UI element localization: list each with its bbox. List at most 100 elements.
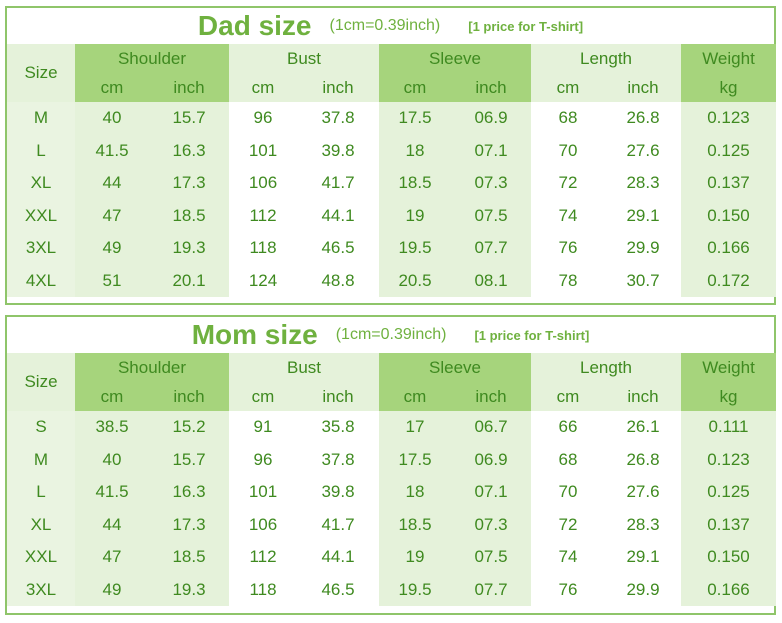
- shoulder-inch-cell: 19.3: [149, 232, 229, 265]
- weight-kg-cell: 0.111: [681, 411, 776, 444]
- sleeve-header: Sleeve: [379, 44, 531, 74]
- length-inch-cell: 29.9: [605, 232, 681, 265]
- weight-kg-cell: 0.150: [681, 541, 776, 574]
- sleeve-inch-header: inch: [451, 74, 531, 102]
- length-inch-cell: 26.8: [605, 102, 681, 135]
- sleeve-cm-cell: 18: [379, 134, 451, 167]
- sleeve-cm-cell: 17.5: [379, 443, 451, 476]
- bust-inch-header: inch: [297, 383, 379, 411]
- weight-kg-header: kg: [681, 74, 776, 102]
- sleeve-inch-cell: 07.1: [451, 134, 531, 167]
- bust-inch-cell: 46.5: [297, 573, 379, 606]
- shoulder-cm-cell: 49: [75, 573, 149, 606]
- weight-kg-cell: 0.137: [681, 508, 776, 541]
- size-cell: 4XL: [7, 264, 75, 297]
- bust-cm-cell: 101: [229, 134, 297, 167]
- dad-title-row: Dad size (1cm=0.39inch) [1 price for T-s…: [7, 8, 774, 44]
- sleeve-inch-cell: 07.7: [451, 573, 531, 606]
- weight-kg-cell: 0.172: [681, 264, 776, 297]
- length-cm-cell: 74: [531, 541, 605, 574]
- sleeve-cm-header: cm: [379, 383, 451, 411]
- bust-inch-cell: 44.1: [297, 541, 379, 574]
- weight-kg-cell: 0.123: [681, 443, 776, 476]
- shoulder-header: Shoulder: [75, 353, 229, 383]
- sleeve-cm-cell: 17: [379, 411, 451, 444]
- shoulder-cm-cell: 41.5: [75, 134, 149, 167]
- length-inch-cell: 28.3: [605, 167, 681, 200]
- sleeve-cm-cell: 20.5: [379, 264, 451, 297]
- sleeve-cm-cell: 18.5: [379, 508, 451, 541]
- sleeve-cm-cell: 19: [379, 541, 451, 574]
- shoulder-inch-cell: 16.3: [149, 476, 229, 509]
- dad-title: Dad size: [197, 10, 312, 41]
- shoulder-cm-cell: 47: [75, 199, 149, 232]
- size-cell: 3XL: [7, 232, 75, 265]
- bust-header: Bust: [229, 44, 379, 74]
- length-cm-cell: 72: [531, 167, 605, 200]
- length-inch-cell: 27.6: [605, 134, 681, 167]
- sleeve-inch-header: inch: [451, 383, 531, 411]
- sleeve-cm-cell: 19.5: [379, 573, 451, 606]
- bust-inch-cell: 41.7: [297, 167, 379, 200]
- mom-price-note: [1 price for T-shirt]: [474, 327, 590, 343]
- bust-cm-header: cm: [229, 74, 297, 102]
- weight-kg-cell: 0.137: [681, 167, 776, 200]
- sleeve-cm-cell: 19.5: [379, 232, 451, 265]
- dad-size-table: Size Shoulder Bust Sleeve Length Weight …: [7, 44, 776, 297]
- bust-inch-cell: 39.8: [297, 476, 379, 509]
- length-cm-cell: 70: [531, 134, 605, 167]
- bust-cm-cell: 118: [229, 573, 297, 606]
- shoulder-inch-cell: 15.7: [149, 443, 229, 476]
- length-cm-cell: 78: [531, 264, 605, 297]
- length-cm-cell: 68: [531, 443, 605, 476]
- shoulder-inch-cell: 16.3: [149, 134, 229, 167]
- sleeve-inch-cell: 07.3: [451, 167, 531, 200]
- length-inch-cell: 28.3: [605, 508, 681, 541]
- sleeve-inch-cell: 07.1: [451, 476, 531, 509]
- bust-cm-cell: 101: [229, 476, 297, 509]
- sleeve-inch-cell: 07.5: [451, 199, 531, 232]
- sleeve-cm-cell: 18.5: [379, 167, 451, 200]
- length-cm-cell: 68: [531, 102, 605, 135]
- shoulder-cm-cell: 44: [75, 167, 149, 200]
- shoulder-inch-header: inch: [149, 383, 229, 411]
- size-cell: L: [7, 134, 75, 167]
- bust-cm-cell: 91: [229, 411, 297, 444]
- size-cell: XXL: [7, 199, 75, 232]
- bust-inch-cell: 35.8: [297, 411, 379, 444]
- shoulder-cm-header: cm: [75, 383, 149, 411]
- bust-inch-cell: 41.7: [297, 508, 379, 541]
- shoulder-cm-cell: 47: [75, 541, 149, 574]
- shoulder-cm-cell: 40: [75, 443, 149, 476]
- shoulder-cm-cell: 51: [75, 264, 149, 297]
- size-cell: S: [7, 411, 75, 444]
- size-cell: XXL: [7, 541, 75, 574]
- shoulder-cm-cell: 49: [75, 232, 149, 265]
- dad-price-note: [1 price for T-shirt]: [468, 18, 584, 34]
- shoulder-cm-header: cm: [75, 74, 149, 102]
- size-cell: M: [7, 102, 75, 135]
- length-cm-cell: 76: [531, 232, 605, 265]
- length-header: Length: [531, 44, 681, 74]
- dad-unit-note: (1cm=0.39inch): [329, 17, 441, 34]
- length-inch-cell: 26.1: [605, 411, 681, 444]
- sleeve-cm-header: cm: [379, 74, 451, 102]
- length-cm-header: cm: [531, 383, 605, 411]
- bust-inch-cell: 39.8: [297, 134, 379, 167]
- weight-kg-cell: 0.150: [681, 199, 776, 232]
- sleeve-inch-cell: 06.7: [451, 411, 531, 444]
- sleeve-inch-cell: 07.7: [451, 232, 531, 265]
- sleeve-inch-cell: 06.9: [451, 102, 531, 135]
- bust-inch-cell: 37.8: [297, 102, 379, 135]
- size-header: Size: [7, 44, 75, 102]
- weight-header: Weight: [681, 353, 776, 383]
- bust-cm-cell: 112: [229, 541, 297, 574]
- sleeve-cm-cell: 17.5: [379, 102, 451, 135]
- sleeve-inch-cell: 06.9: [451, 443, 531, 476]
- shoulder-inch-cell: 15.2: [149, 411, 229, 444]
- sleeve-cm-cell: 19: [379, 199, 451, 232]
- bust-cm-cell: 106: [229, 167, 297, 200]
- sleeve-header: Sleeve: [379, 353, 531, 383]
- bust-inch-cell: 37.8: [297, 443, 379, 476]
- shoulder-inch-header: inch: [149, 74, 229, 102]
